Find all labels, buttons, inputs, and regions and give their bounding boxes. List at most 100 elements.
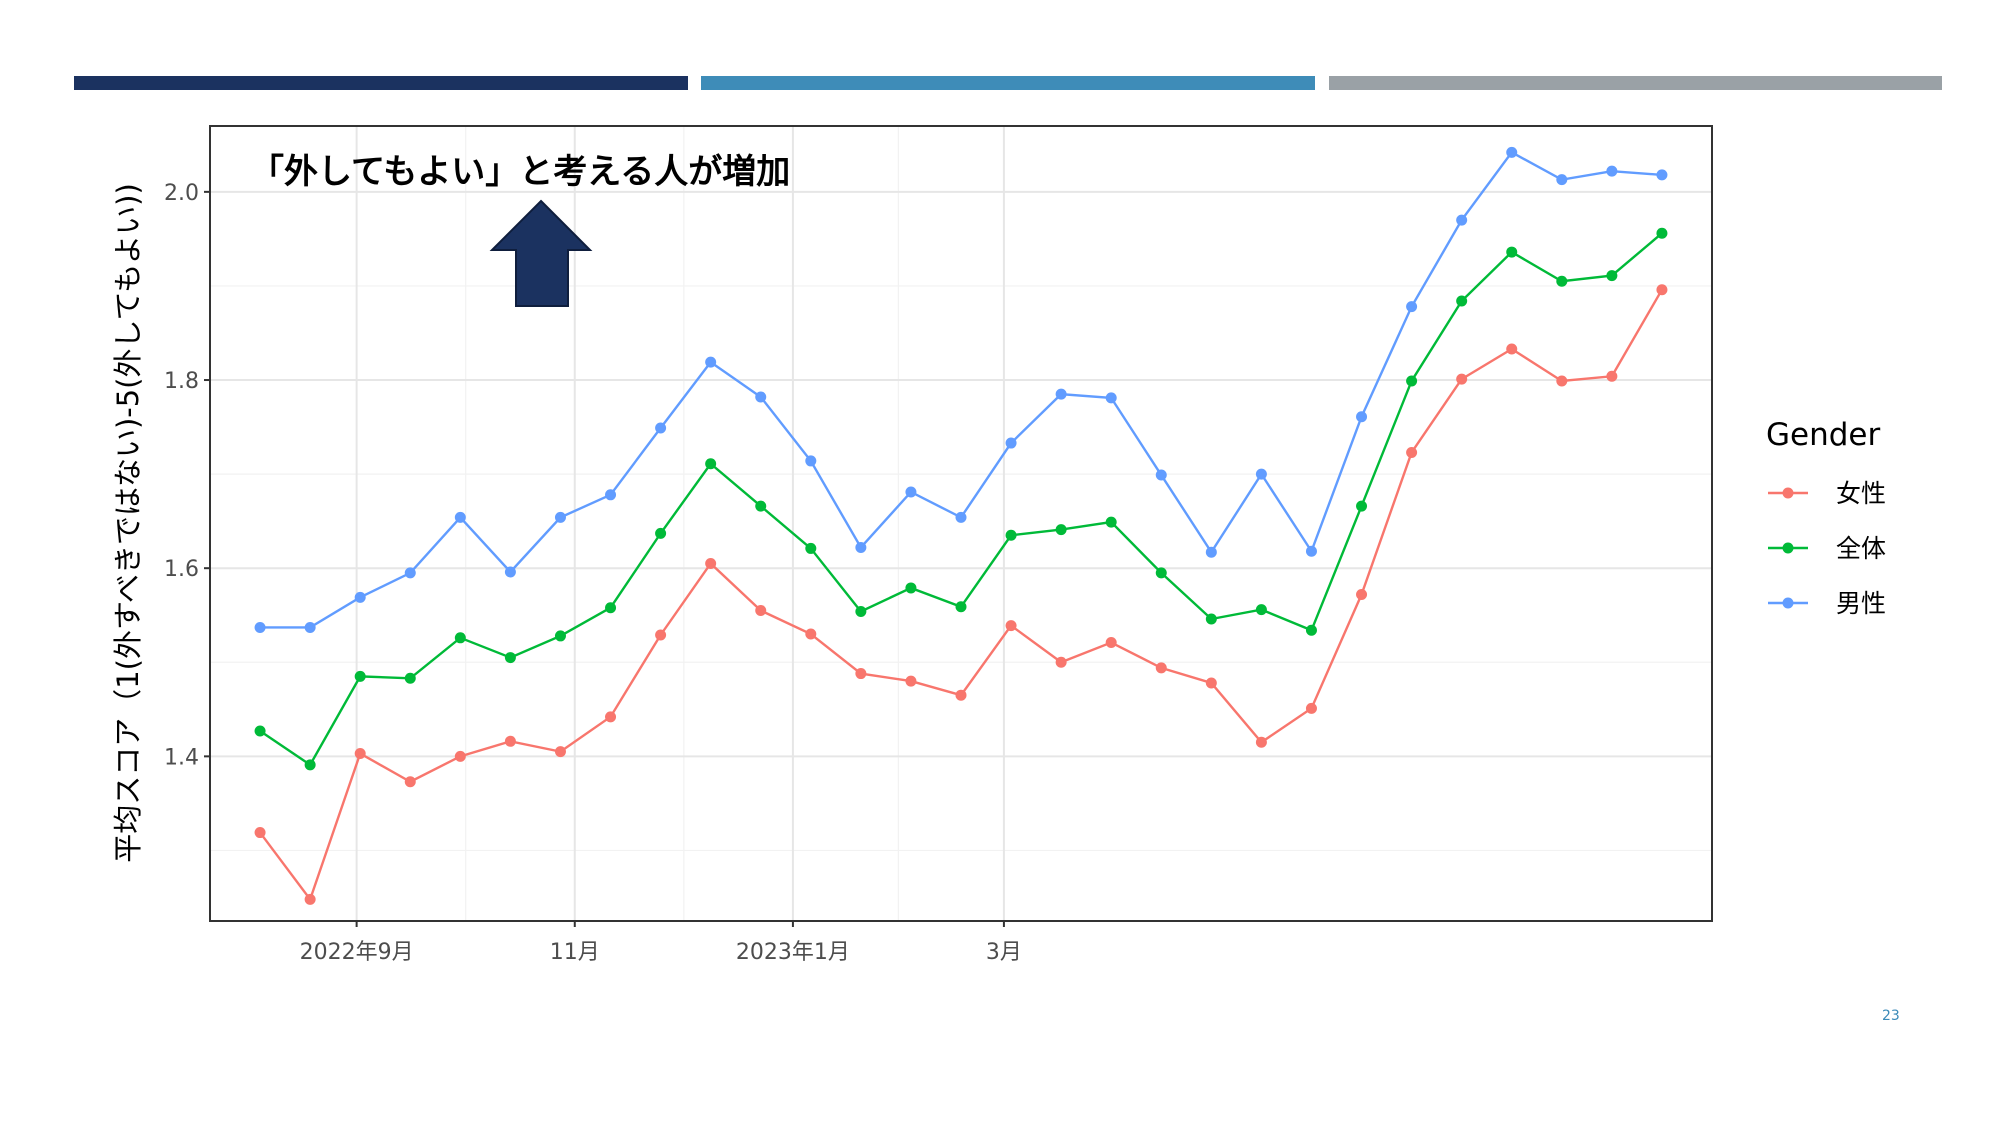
data-point <box>1656 284 1668 296</box>
y-tick-label: 1.6 <box>164 557 199 582</box>
data-point <box>955 689 967 701</box>
annotation-text: 「外してもよい」と考える人が増加 <box>250 152 790 192</box>
data-point <box>1556 275 1568 287</box>
x-tick-label: 2022年9月 <box>300 940 414 965</box>
data-point <box>1105 392 1117 404</box>
legend-label: 男性 <box>1836 589 1886 618</box>
data-point <box>955 511 967 523</box>
x-tick-label: 3月 <box>986 940 1022 965</box>
data-point <box>1456 214 1468 226</box>
data-point <box>1205 677 1217 689</box>
data-point <box>605 489 617 501</box>
data-point <box>1155 567 1167 579</box>
data-point <box>1606 370 1618 382</box>
data-point <box>254 621 266 633</box>
data-point <box>1005 529 1017 541</box>
data-point <box>855 541 867 553</box>
x-tick-label: 11月 <box>550 940 600 965</box>
data-point <box>1506 146 1518 158</box>
data-point <box>1205 546 1217 558</box>
data-point <box>1305 624 1317 636</box>
data-point <box>1356 500 1368 512</box>
data-point <box>1406 301 1418 313</box>
data-point <box>1406 375 1418 387</box>
data-point <box>254 827 266 839</box>
series-layer <box>254 146 1668 905</box>
data-point <box>1055 656 1067 668</box>
header-bar-1 <box>74 76 688 90</box>
legend-marker <box>1782 597 1794 609</box>
data-point <box>905 582 917 594</box>
legend-marker <box>1782 487 1794 499</box>
data-point <box>1556 174 1568 186</box>
data-point <box>504 735 516 747</box>
data-point <box>1506 246 1518 258</box>
data-point <box>554 630 566 642</box>
y-tick-label: 1.4 <box>164 745 199 770</box>
data-point <box>655 527 667 539</box>
data-point <box>454 511 466 523</box>
data-point <box>1255 604 1267 616</box>
legend-label: 全体 <box>1836 534 1886 563</box>
grid-minor <box>210 126 1712 921</box>
data-point <box>304 759 316 771</box>
data-point <box>1356 411 1368 423</box>
data-point <box>304 621 316 633</box>
data-point <box>1105 516 1117 528</box>
data-point <box>304 893 316 905</box>
data-point <box>1305 702 1317 714</box>
data-point <box>254 725 266 737</box>
data-point <box>755 391 767 403</box>
data-point <box>805 542 817 554</box>
data-point <box>404 776 416 788</box>
data-point <box>1406 446 1418 458</box>
data-point <box>1506 343 1518 355</box>
data-point <box>454 750 466 762</box>
data-point <box>1105 637 1117 649</box>
x-axis: 2022年9月 11月 2023年1月 3月 <box>300 921 1022 965</box>
data-point <box>705 356 717 368</box>
data-point <box>855 605 867 617</box>
y-axis: 1.4 1.6 1.8 2.0 <box>164 181 210 770</box>
page-number: 23 <box>1882 1008 1900 1024</box>
data-point <box>1255 468 1267 480</box>
y-axis-title: 平均スコア（1(外すべきではない)-5(外してもよい)) <box>111 183 145 863</box>
data-point <box>855 668 867 680</box>
data-point <box>554 746 566 758</box>
y-tick-label: 1.8 <box>164 369 199 394</box>
data-point <box>605 711 617 723</box>
data-point <box>1055 524 1067 536</box>
legend-label: 女性 <box>1836 479 1886 508</box>
data-point <box>655 629 667 641</box>
data-point <box>504 566 516 578</box>
data-point <box>1155 662 1167 674</box>
data-point <box>554 511 566 523</box>
legend-marker <box>1782 542 1794 554</box>
plot-background <box>210 126 1712 921</box>
data-point <box>605 602 617 614</box>
data-point <box>404 672 416 684</box>
data-point <box>1055 388 1067 400</box>
header-bar-3 <box>1329 76 1942 90</box>
data-point <box>755 605 767 617</box>
header-bar-2 <box>701 76 1315 90</box>
y-tick-label: 2.0 <box>164 181 199 206</box>
data-point <box>1606 270 1618 282</box>
data-point <box>1155 469 1167 481</box>
plot-border <box>209 125 1713 922</box>
data-point <box>955 601 967 613</box>
data-point <box>354 591 366 603</box>
data-point <box>1456 295 1468 307</box>
data-point <box>805 455 817 467</box>
data-point <box>454 632 466 644</box>
data-point <box>1456 373 1468 385</box>
data-point <box>504 652 516 664</box>
data-point <box>1356 589 1368 601</box>
x-tick-label: 2023年1月 <box>736 940 850 965</box>
data-point <box>755 500 767 512</box>
data-point <box>705 557 717 569</box>
data-point <box>1606 165 1618 177</box>
data-point <box>1005 437 1017 449</box>
data-point <box>1205 613 1217 625</box>
